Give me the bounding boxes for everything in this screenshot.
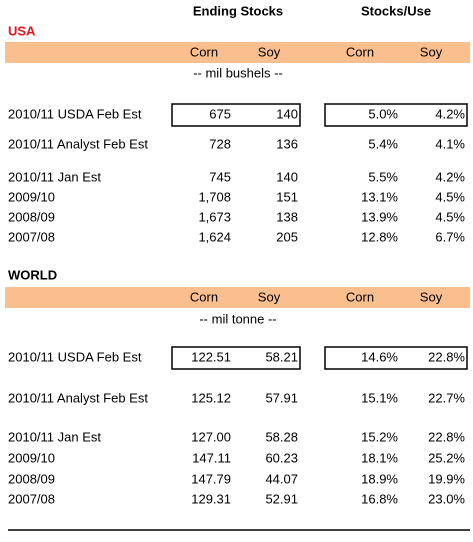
cell: 5.5%	[368, 169, 398, 184]
row-label: 2010/11 USDA Feb Est	[8, 349, 142, 364]
cell: 1,673	[198, 209, 231, 224]
cell: 5.4%	[368, 136, 398, 151]
cell: 58.28	[265, 429, 298, 444]
cell: 16.8%	[361, 491, 398, 506]
cell: 15.2%	[361, 429, 398, 444]
cell: 58.21	[265, 349, 298, 364]
cell: 728	[209, 136, 231, 151]
cell: 57.91	[265, 390, 298, 405]
cell: 151	[276, 189, 298, 204]
highlight-box	[324, 346, 468, 370]
cell: 22.8%	[428, 349, 465, 364]
row-label: 2010/11 Jan Est	[8, 169, 101, 184]
ending-stocks-header: Ending Stocks	[193, 3, 283, 18]
cell: 1,708	[198, 189, 231, 204]
highlight-box	[171, 103, 301, 127]
row-label: 2009/10	[8, 189, 55, 204]
row-label: 2007/08	[8, 491, 55, 506]
highlight-box	[324, 103, 468, 127]
header-band	[5, 287, 470, 308]
cell: 4.1%	[435, 136, 465, 151]
cell: 44.07	[265, 471, 298, 486]
cell: 18.1%	[361, 450, 398, 465]
cell: 147.79	[191, 471, 231, 486]
unit-label: -- mil bushels --	[193, 65, 283, 80]
cell: 129.31	[191, 491, 231, 506]
cell: 22.8%	[428, 429, 465, 444]
stocks-use-header: Stocks/Use	[361, 3, 431, 18]
section-title: WORLD	[8, 267, 57, 282]
column-header: Corn	[346, 289, 374, 304]
cell: 4.5%	[435, 209, 465, 224]
cell: 1,624	[198, 229, 231, 244]
cell: 4.5%	[435, 189, 465, 204]
row-label: 2008/09	[8, 209, 55, 224]
cell: 22.7%	[428, 390, 465, 405]
column-header: Soy	[420, 44, 443, 59]
cell: 12.8%	[361, 229, 398, 244]
cell: 675	[209, 106, 231, 121]
cell: 60.23	[265, 450, 298, 465]
cell: 23.0%	[428, 491, 465, 506]
cell: 745	[209, 169, 231, 184]
cell: 147.11	[192, 450, 231, 465]
cell: 25.2%	[428, 450, 465, 465]
cell: 13.9%	[361, 209, 398, 224]
cell: 52.91	[265, 491, 298, 506]
unit-label: -- mil tonne --	[199, 311, 276, 326]
row-label: 2010/11 USDA Feb Est	[8, 106, 142, 121]
cell: 15.1%	[361, 390, 398, 405]
cell: 5.0%	[368, 106, 398, 121]
cell: 18.9%	[361, 471, 398, 486]
cell: 125.12	[191, 390, 231, 405]
cell: 136	[276, 136, 298, 151]
row-label: 2009/10	[8, 450, 55, 465]
cell: 140	[276, 106, 298, 121]
cell: 14.6%	[361, 349, 398, 364]
cell: 4.2%	[435, 106, 465, 121]
header-band	[5, 42, 470, 63]
column-header: Soy	[258, 289, 281, 304]
column-header: Soy	[258, 44, 281, 59]
cell: 4.2%	[435, 169, 465, 184]
cell: 122.51	[191, 349, 231, 364]
column-header: Corn	[190, 289, 218, 304]
column-header: Corn	[190, 44, 218, 59]
cell: 6.7%	[435, 229, 465, 244]
column-header: Corn	[346, 44, 374, 59]
cell: 140	[276, 169, 298, 184]
cell: 13.1%	[361, 189, 398, 204]
cell: 138	[276, 209, 298, 224]
cell: 127.00	[191, 429, 231, 444]
row-label: 2010/11 Analyst Feb Est	[8, 136, 148, 151]
row-label: 2010/11 Jan Est	[8, 429, 101, 444]
row-label: 2010/11 Analyst Feb Est	[8, 390, 148, 405]
row-label: 2007/08	[8, 229, 55, 244]
highlight-box	[171, 346, 301, 370]
cell: 205	[276, 229, 298, 244]
cell: 19.9%	[428, 471, 465, 486]
column-header: Soy	[420, 289, 443, 304]
row-label: 2008/09	[8, 471, 55, 486]
section-title: USA	[8, 23, 36, 38]
